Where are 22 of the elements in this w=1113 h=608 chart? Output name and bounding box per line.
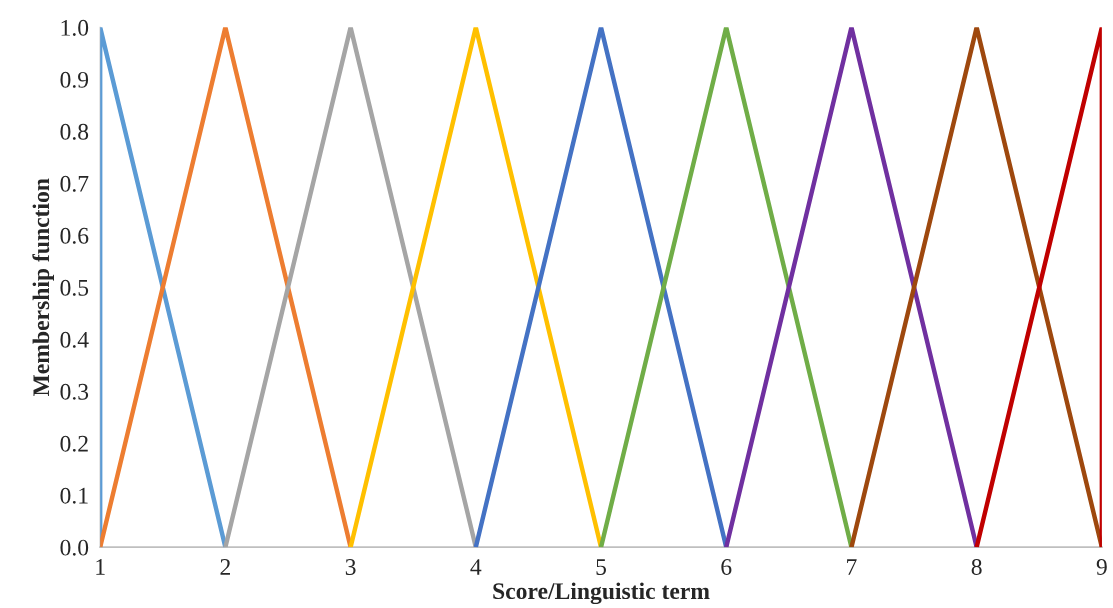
y-tick-label: 0.0 bbox=[60, 539, 89, 556]
x-tick-label: 5 bbox=[596, 559, 606, 575]
x-tick-label: 1 bbox=[96, 559, 105, 575]
y-tick-label: 0.8 bbox=[60, 123, 89, 140]
y-axis-title: Membership function bbox=[32, 178, 54, 397]
x-axis-title: Score/Linguistic term bbox=[493, 582, 710, 605]
x-tick-label: 8 bbox=[971, 558, 982, 575]
y-tick-label: 0.2 bbox=[60, 435, 88, 452]
y-tick-label: 0.4 bbox=[60, 331, 89, 348]
y-tick-label: 0.1 bbox=[60, 487, 88, 504]
y-tick-label: 1.0 bbox=[61, 19, 89, 36]
y-tick-label: 0.7 bbox=[60, 175, 89, 192]
y-tick-label: 0.6 bbox=[60, 227, 89, 244]
x-tick-label: 3 bbox=[345, 559, 356, 575]
y-tick-label: 0.5 bbox=[60, 279, 89, 296]
x-tick-label: 9 bbox=[1096, 559, 1107, 575]
x-tick-label: 4 bbox=[470, 559, 482, 575]
y-tick-label: 0.9 bbox=[60, 71, 89, 88]
x-tick-label: 7 bbox=[847, 559, 857, 575]
x-tick-label: 2 bbox=[220, 559, 230, 575]
x-tick-label: 6 bbox=[721, 559, 732, 575]
y-tick-label: 0.3 bbox=[60, 383, 89, 400]
